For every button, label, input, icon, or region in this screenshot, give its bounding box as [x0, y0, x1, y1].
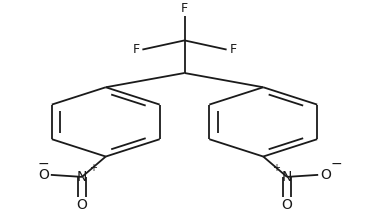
Text: O: O	[282, 198, 293, 212]
Text: F: F	[132, 43, 139, 56]
Text: +: +	[272, 163, 280, 173]
Text: N: N	[77, 170, 87, 184]
Text: +: +	[89, 163, 97, 173]
Text: F: F	[181, 2, 188, 15]
Text: N: N	[282, 170, 292, 184]
Text: O: O	[320, 168, 331, 182]
Text: F: F	[230, 43, 237, 56]
Text: −: −	[38, 157, 50, 171]
Text: O: O	[38, 168, 49, 182]
Text: −: −	[331, 157, 342, 171]
Text: O: O	[76, 198, 87, 212]
